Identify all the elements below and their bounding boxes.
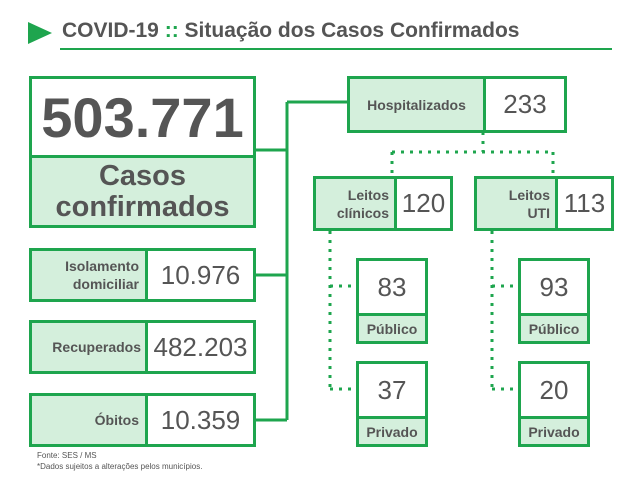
leitos-uti-label: Leitos UTI	[477, 179, 558, 228]
hospitalizados-box: Hospitalizados 233	[347, 76, 567, 133]
uti-privado-label: Privado	[521, 416, 587, 444]
total-cases-box: 503.771 Casos confirmados	[29, 76, 256, 228]
leitos-clinicos-label-line2: clínicos	[336, 204, 389, 221]
leitos-uti-box: Leitos UTI 113	[474, 176, 614, 231]
isolamento-box: Isolamento domiciliar 10.976	[29, 248, 256, 302]
header-arrow-icon	[28, 22, 52, 44]
total-cases-label-line2: confirmados	[55, 190, 230, 223]
leitos-clinicos-label-line1: Leitos	[347, 186, 389, 203]
isolamento-label-line1: Isolamento	[65, 258, 139, 274]
clinicos-privado-box: 37 Privado	[356, 361, 428, 447]
isolamento-label: Isolamento domiciliar	[32, 251, 148, 299]
recuperados-label: Recuperados	[32, 323, 148, 371]
clinicos-publico-value: 83	[377, 271, 407, 302]
leitos-clinicos-value: 120	[401, 188, 446, 218]
leitos-uti-label-line2: UTI	[527, 204, 550, 221]
obitos-box: Óbitos 10.359	[29, 393, 256, 447]
page-title: COVID-19 :: Situação dos Casos Confirmad…	[62, 19, 519, 43]
obitos-value: 10.359	[160, 404, 241, 435]
total-cases-value: 503.771	[41, 85, 244, 149]
title-rest: Situação dos Casos Confirmados	[184, 19, 520, 42]
total-cases-label-line1: Casos	[98, 159, 187, 192]
leitos-uti-value: 113	[563, 188, 606, 218]
hospitalizados-value: 233	[503, 89, 547, 119]
recuperados-value: 482.203	[153, 331, 248, 362]
title-prefix: COVID-19	[62, 19, 159, 42]
clinicos-privado-label: Privado	[359, 416, 425, 444]
uti-publico-label: Público	[521, 313, 587, 341]
uti-publico-value: 93	[539, 271, 569, 302]
obitos-label: Óbitos	[32, 396, 148, 444]
clinicos-publico-label: Público	[359, 313, 425, 341]
isolamento-value: 10.976	[160, 259, 241, 290]
hospitalizados-label: Hospitalizados	[350, 79, 486, 130]
footer-source: Fonte: SES / MS	[37, 451, 97, 460]
clinicos-publico-box: 83 Público	[356, 258, 428, 344]
title-separator: ::	[164, 19, 179, 42]
leitos-clinicos-box: Leitos clínicos 120	[313, 176, 453, 231]
leitos-uti-label-line1: Leitos	[508, 186, 550, 203]
uti-privado-value: 20	[539, 374, 569, 405]
leitos-clinicos-label: Leitos clínicos	[316, 179, 397, 228]
recuperados-box: Recuperados 482.203	[29, 320, 256, 374]
uti-publico-box: 93 Público	[518, 258, 590, 344]
total-cases-label: Casos confirmados	[32, 155, 253, 225]
uti-privado-box: 20 Privado	[518, 361, 590, 447]
header-underline	[60, 48, 612, 50]
footer-note: *Dados sujeitos a alterações pelos munic…	[37, 462, 203, 471]
isolamento-label-line2: domiciliar	[72, 276, 139, 292]
clinicos-privado-value: 37	[377, 374, 407, 405]
